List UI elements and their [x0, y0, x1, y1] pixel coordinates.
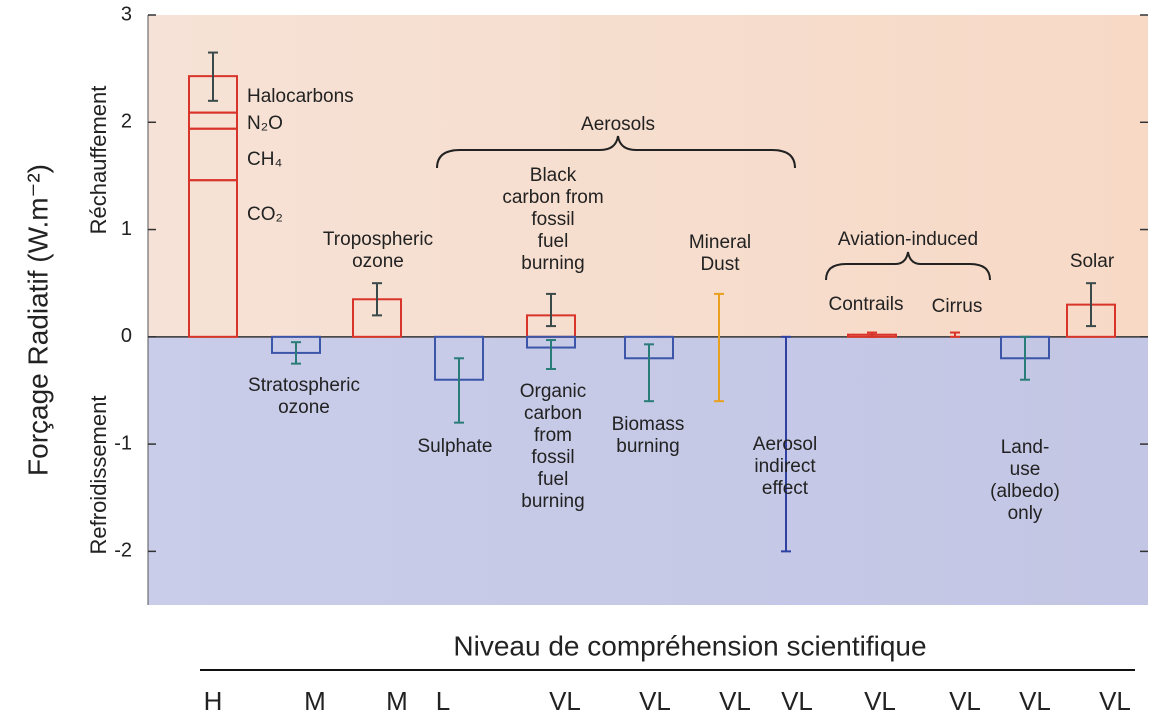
bar-label: Sulphate [417, 436, 492, 457]
bar-label: Cirrus [932, 296, 983, 317]
level-label: VL [639, 686, 671, 716]
bar-label: burning [521, 253, 584, 274]
error-bar [208, 51, 218, 102]
segment-label: N₂O [247, 113, 283, 134]
warming-region [148, 15, 1148, 337]
level-label: M [386, 686, 408, 716]
bar-label: Stratospheric [248, 375, 360, 396]
error-bar [546, 292, 556, 328]
error-bar [644, 343, 654, 403]
bar-label: effect [762, 478, 809, 499]
bar-label: burning [521, 491, 584, 512]
bar-label: Biomass [612, 414, 685, 435]
level-label: VL [781, 686, 813, 716]
bar-label: ozone [352, 251, 404, 272]
level-label: VL [949, 686, 981, 716]
error-bar [781, 335, 791, 553]
error-bar [1086, 282, 1096, 328]
y-tick-label: 0 [121, 325, 132, 347]
group-label: Aerosols [581, 114, 655, 135]
level-label: VL [1099, 686, 1131, 716]
y-tick-label: 1 [121, 218, 132, 240]
y-tick-label: 3 [121, 3, 132, 25]
bar-label: Land- [1001, 437, 1050, 458]
bar-label: Black [530, 165, 577, 186]
warming-label: Réchauffement [86, 86, 111, 235]
error-bar [372, 282, 382, 317]
bar-label: (albedo) [990, 481, 1060, 502]
bar-label: only [1008, 503, 1043, 524]
bar-label: Solar [1070, 251, 1115, 272]
error-bar [714, 292, 724, 403]
y-axis-label: Forçage Radiatif (W.m⁻²) [22, 164, 53, 476]
bar-label: Tropospheric [323, 229, 433, 250]
segment-label: Halocarbons [247, 86, 354, 107]
bar-label: fuel [538, 469, 569, 490]
error-bar [950, 331, 960, 338]
y-tick-label: -2 [114, 540, 132, 562]
x-axis-label: Niveau de compréhension scientifique [453, 630, 926, 661]
level-label: VL [864, 686, 896, 716]
y-tick-label: -1 [114, 432, 132, 454]
bar-label: ozone [278, 397, 330, 418]
error-bar [454, 357, 464, 424]
bar-label: carbon from [502, 187, 603, 208]
error-bar [867, 331, 877, 338]
bar-label: Organic [520, 381, 587, 402]
error-bar [1020, 335, 1030, 381]
y-tick-label: 2 [121, 111, 132, 133]
bar-label: burning [616, 436, 679, 457]
bar-label: Dust [700, 254, 740, 275]
aerosols-brace [436, 135, 796, 169]
group-label: Aviation-induced [838, 229, 978, 250]
level-label: L [436, 686, 450, 716]
level-label: H [204, 686, 223, 716]
bar-label: Aerosol [753, 434, 817, 455]
level-label: VL [719, 686, 751, 716]
plot-layer: -2 -1 0 1 2 3 CO₂ CH₄ N₂O Halocarbons Stratospheri… [114, 3, 1148, 605]
bar-label: carbon [524, 403, 582, 424]
segment-label: CH₄ [247, 149, 282, 170]
cooling-label: Refroidissement [86, 396, 111, 555]
bar-label: from [534, 425, 572, 446]
bar-label: fossil [531, 447, 574, 468]
level-label: M [304, 686, 326, 716]
error-bar [291, 341, 301, 365]
bar-label: indirect [754, 456, 816, 477]
error-bar [546, 339, 556, 370]
bar-label: fuel [538, 231, 569, 252]
bar-label: Contrails [829, 294, 904, 315]
bar-label: use [1010, 459, 1041, 480]
aviation-brace [825, 251, 991, 281]
bar-label: fossil [531, 209, 574, 230]
bar-label: Mineral [689, 232, 751, 253]
segment-label: CO₂ [247, 204, 283, 225]
level-label: VL [1019, 686, 1051, 716]
level-label: VL [549, 686, 581, 716]
